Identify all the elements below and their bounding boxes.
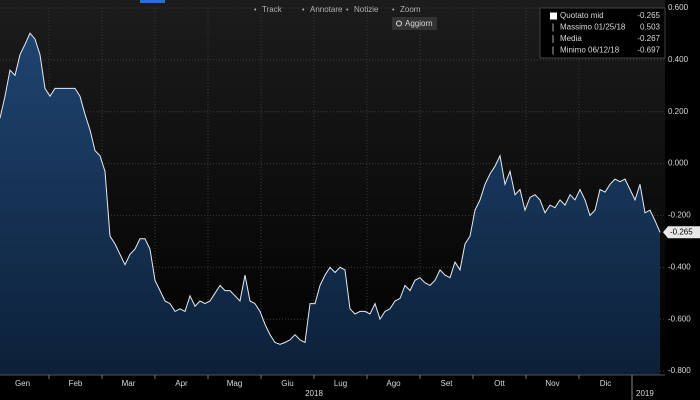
refresh-icon bbox=[396, 20, 402, 27]
toolbar-button[interactable]: Zoom bbox=[400, 5, 421, 14]
y-tick-label: -0.400 bbox=[668, 262, 691, 271]
x-tick-label: Ott bbox=[494, 379, 505, 388]
legend-name: Minimo 06/12/18 bbox=[560, 46, 620, 55]
x-tick-label: Lug bbox=[334, 379, 347, 388]
year-label: 2019 bbox=[636, 389, 654, 398]
tab-indicator bbox=[140, 0, 165, 3]
toolbar-icon: • bbox=[254, 7, 257, 14]
legend-value: -0.267 bbox=[637, 34, 660, 43]
x-tick-label: Giu bbox=[281, 379, 293, 388]
legend-swatch bbox=[550, 12, 557, 20]
y-tick-label: -0.200 bbox=[668, 211, 691, 220]
refresh-button-bg[interactable] bbox=[392, 17, 437, 30]
x-tick-label: Apr bbox=[175, 379, 188, 388]
x-tick-label: Ago bbox=[386, 379, 401, 388]
toolbar-button[interactable]: Notizie bbox=[354, 5, 379, 14]
legend-value: -0.265 bbox=[637, 11, 660, 20]
last-value-tag bbox=[663, 226, 700, 239]
line bbox=[0, 32, 661, 345]
x-tick-label: Set bbox=[440, 379, 453, 388]
y-tick-label: 0.400 bbox=[668, 55, 689, 64]
toolbar-icon: • bbox=[302, 7, 305, 14]
y-tick-label: -0.600 bbox=[668, 314, 691, 323]
x-tick-label: Dic bbox=[600, 379, 612, 388]
year-label: 2018 bbox=[305, 389, 323, 398]
x-tick-label: Mag bbox=[227, 379, 243, 388]
last-value-label: -0.265 bbox=[670, 227, 693, 236]
x-tick-label: Feb bbox=[69, 379, 83, 388]
legend-name: Media bbox=[560, 34, 582, 43]
area-fill bbox=[0, 33, 660, 375]
toolbar-button[interactable]: Annotare bbox=[310, 5, 343, 14]
y-tick-label: 0.000 bbox=[668, 159, 689, 168]
refresh-button[interactable]: Aggiorn bbox=[405, 19, 433, 28]
x-tick-label: Gen bbox=[15, 379, 30, 388]
y-tick-label: 0.200 bbox=[668, 107, 689, 116]
y-tick-label: -0.800 bbox=[668, 366, 691, 375]
y-tick-label: 0.600 bbox=[668, 3, 689, 12]
legend-box bbox=[539, 7, 666, 59]
toolbar-icon: • bbox=[392, 7, 395, 14]
toolbar-icon: • bbox=[346, 7, 349, 14]
toolbar-button[interactable]: Track bbox=[262, 5, 283, 14]
legend-value: 0.503 bbox=[640, 23, 661, 32]
legend-value: -0.697 bbox=[637, 46, 660, 55]
x-tick-label: Mar bbox=[122, 379, 136, 388]
legend-name: Massimo 01/25/18 bbox=[560, 23, 626, 32]
legend-name: Quotato mid bbox=[560, 11, 604, 20]
x-tick-label: Nov bbox=[545, 379, 559, 388]
